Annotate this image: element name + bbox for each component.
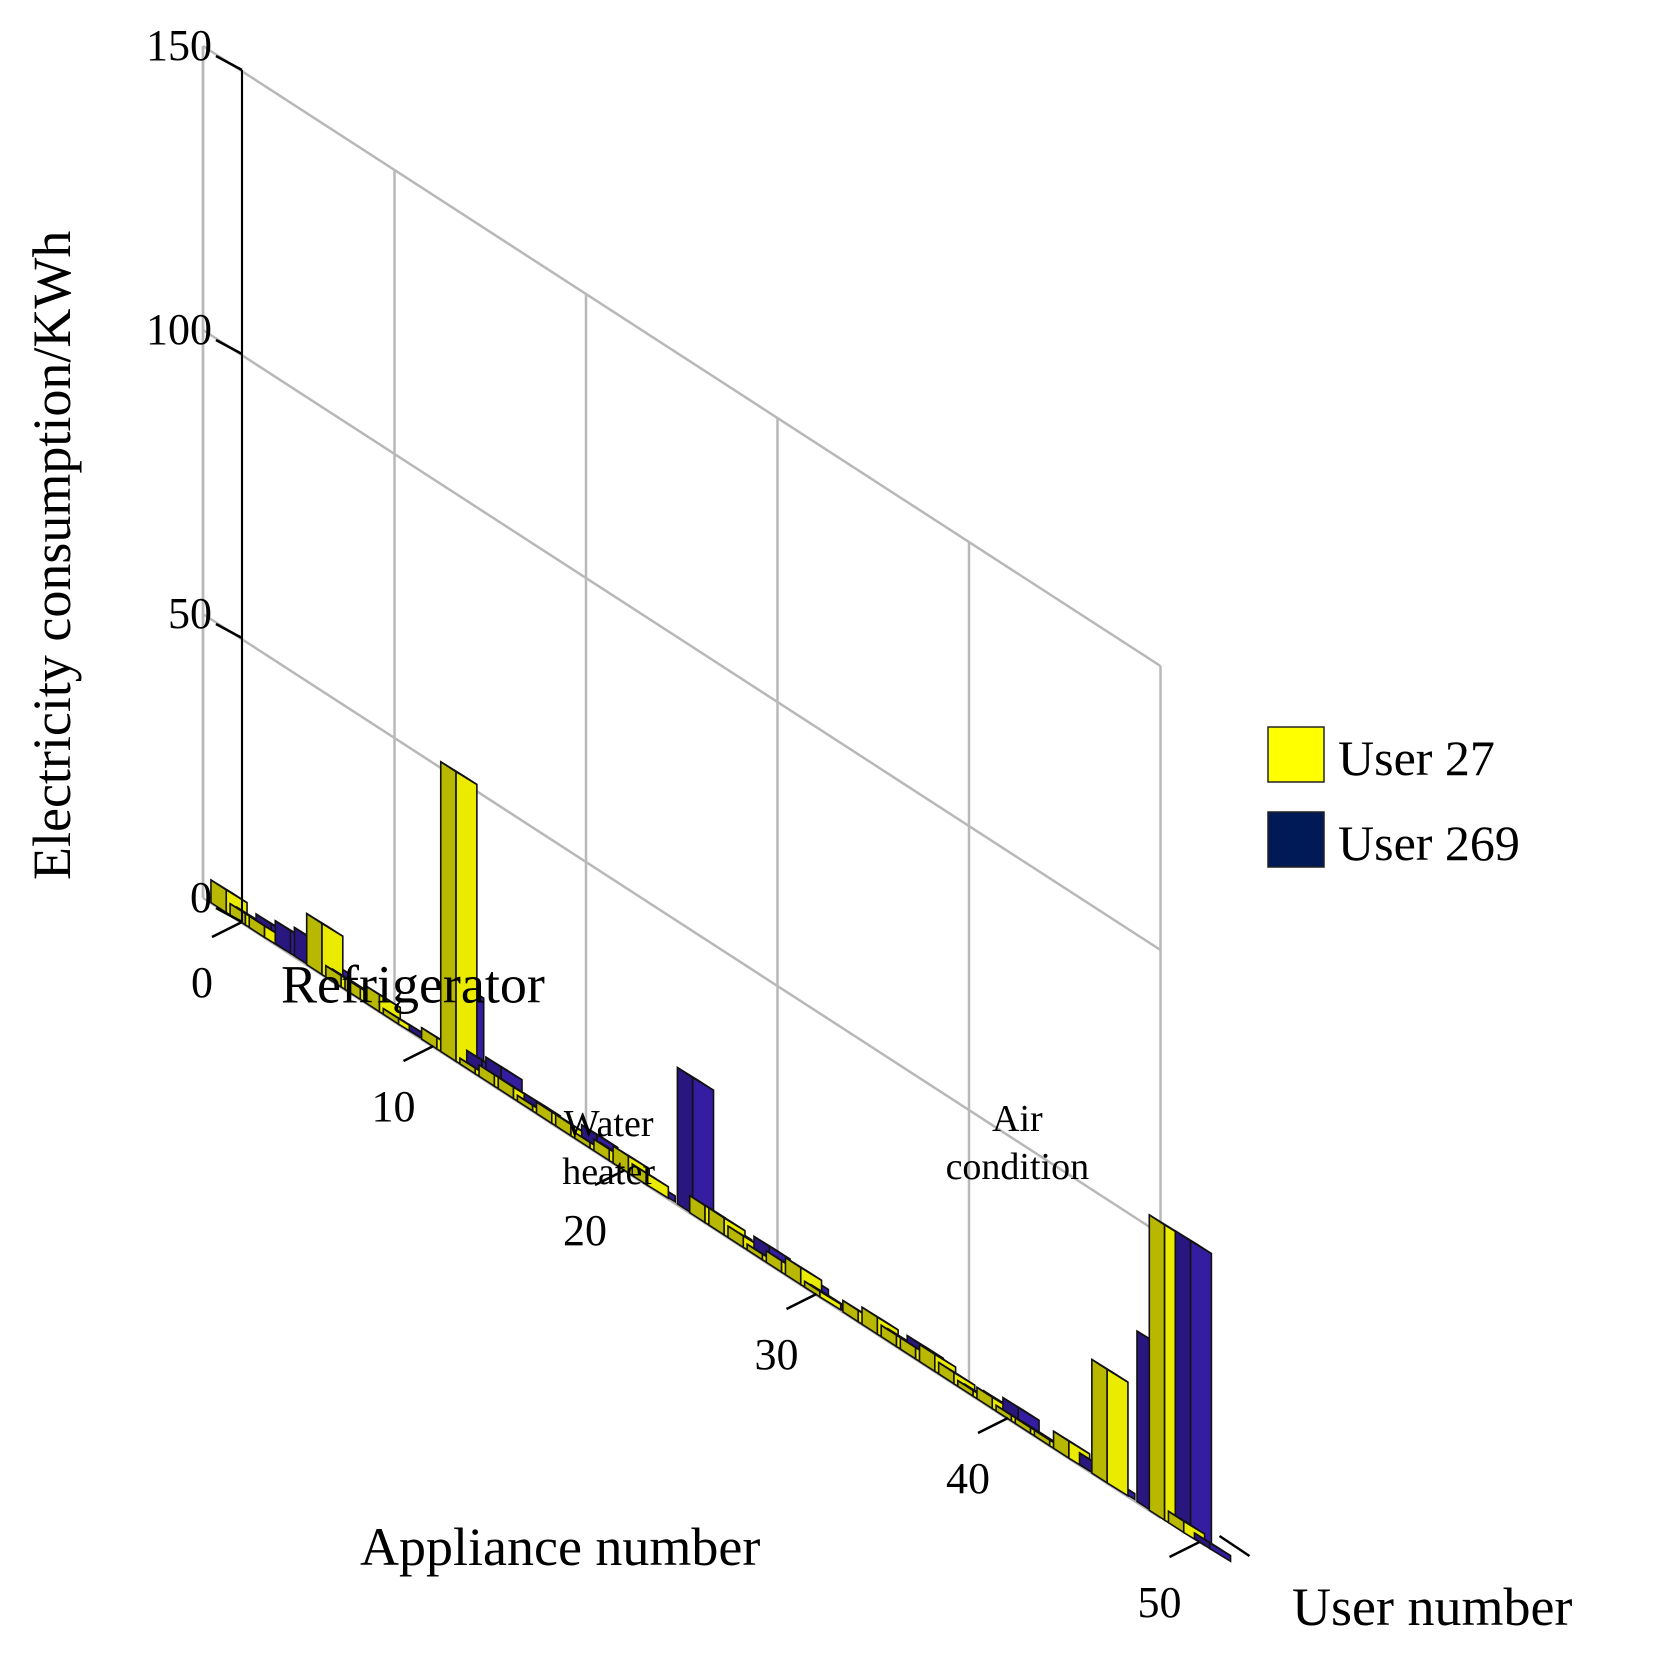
- bar-user-269-23: [676, 1066, 715, 1228]
- grid-line-z: [202, 328, 1162, 952]
- bar-user-27-12: [439, 760, 478, 1076]
- bar-face-top: [919, 1343, 957, 1368]
- x-tick-label: 50: [1138, 1578, 1182, 1627]
- bar-face-top: [485, 1056, 523, 1081]
- bar-face-front: [676, 1066, 694, 1216]
- grid-lines: [201, 44, 1162, 1520]
- bar-face-front: [1148, 1213, 1166, 1522]
- bar-face-top: [1002, 1396, 1040, 1422]
- bar-face-top: [306, 912, 344, 937]
- x-tick-label: 40: [946, 1454, 990, 1503]
- bar-user-27-30: [784, 1256, 823, 1299]
- x-tick: [594, 1168, 626, 1187]
- z-tick-label: 150: [146, 21, 212, 70]
- bar-face-top: [363, 984, 401, 1009]
- bar-face-top: [708, 1207, 746, 1232]
- bar-face-top: [581, 1124, 619, 1149]
- annotation-2: Water heater: [562, 1103, 655, 1193]
- annotation-3: Air condition: [946, 1098, 1090, 1188]
- bar-face-top: [1053, 1430, 1091, 1455]
- x-tick-label: 30: [755, 1330, 799, 1379]
- bar-face-side: [1189, 1239, 1213, 1551]
- bar-face-top: [1091, 1358, 1129, 1383]
- grid-line-z: [202, 44, 1162, 668]
- bar-face-top: [210, 879, 248, 904]
- y-axis-title: User number: [1292, 1577, 1572, 1637]
- x-tick-label: 0: [191, 958, 213, 1007]
- y-tick: [1218, 1534, 1251, 1558]
- bars: [210, 760, 1232, 1563]
- legend-swatch-user-27: [1267, 726, 1325, 783]
- legend: User 27 User 269: [1267, 726, 1520, 871]
- bar-user-269-49: [1174, 1229, 1213, 1551]
- bar-face-top: [612, 1145, 650, 1170]
- x-tick: [211, 920, 243, 939]
- bar-face-top: [440, 761, 478, 786]
- bar-face-front: [1174, 1229, 1192, 1538]
- bar-face-top: [1174, 1230, 1212, 1255]
- x-tick-label: 20: [563, 1206, 607, 1255]
- bar-user-27-31: [803, 1279, 842, 1312]
- z-tick-label: 50: [168, 589, 212, 638]
- legend-swatch-user-269: [1267, 811, 1325, 868]
- labels: 0 50 100 150 0 10 20 30 40 50 Refrigerator Water hea…: [146, 21, 1182, 1627]
- z-tick: [215, 54, 243, 72]
- bar-face-top: [1168, 1510, 1205, 1535]
- bar-face-top: [631, 1163, 669, 1188]
- bar-face-top: [938, 1361, 976, 1386]
- annotation-1: Refrigerator: [281, 954, 545, 1014]
- x-tick: [785, 1292, 818, 1311]
- z-tick-label: 0: [190, 873, 212, 922]
- bar-face-front: [439, 760, 457, 1063]
- bar-user-27-22: [631, 1162, 670, 1200]
- bar-face-top: [753, 1235, 791, 1260]
- legend-label-user-269: User 269: [1338, 815, 1520, 871]
- bar-face-top: [804, 1280, 842, 1305]
- bar-face-top: [676, 1066, 714, 1091]
- bar-face-top: [1194, 1532, 1231, 1557]
- x-tick: [977, 1416, 1009, 1435]
- z-axis-title: Electricity consumption/KWh: [22, 231, 82, 880]
- bar-face-top: [861, 1306, 899, 1331]
- x-axis-title: Appliance number: [360, 1517, 760, 1577]
- legend-label-user-27: User 27: [1338, 730, 1495, 786]
- bar-face-front: [1091, 1357, 1108, 1485]
- z-tick: [215, 338, 243, 356]
- bar-face-top: [785, 1256, 822, 1282]
- x-tick: [402, 1044, 435, 1063]
- z-tick: [215, 622, 243, 640]
- x-tick: [1168, 1540, 1201, 1559]
- bar-user-27-46: [1091, 1357, 1129, 1498]
- z-tick: [215, 906, 243, 924]
- x-tick-label: 10: [372, 1082, 416, 1131]
- bar-face-side: [455, 770, 478, 1076]
- z-tick-label: 100: [146, 305, 212, 354]
- bar-face-side: [1106, 1367, 1129, 1498]
- axes: [211, 54, 1251, 1559]
- bar-user-269-50: [1193, 1531, 1232, 1563]
- grid-line-z: [202, 612, 1162, 1236]
